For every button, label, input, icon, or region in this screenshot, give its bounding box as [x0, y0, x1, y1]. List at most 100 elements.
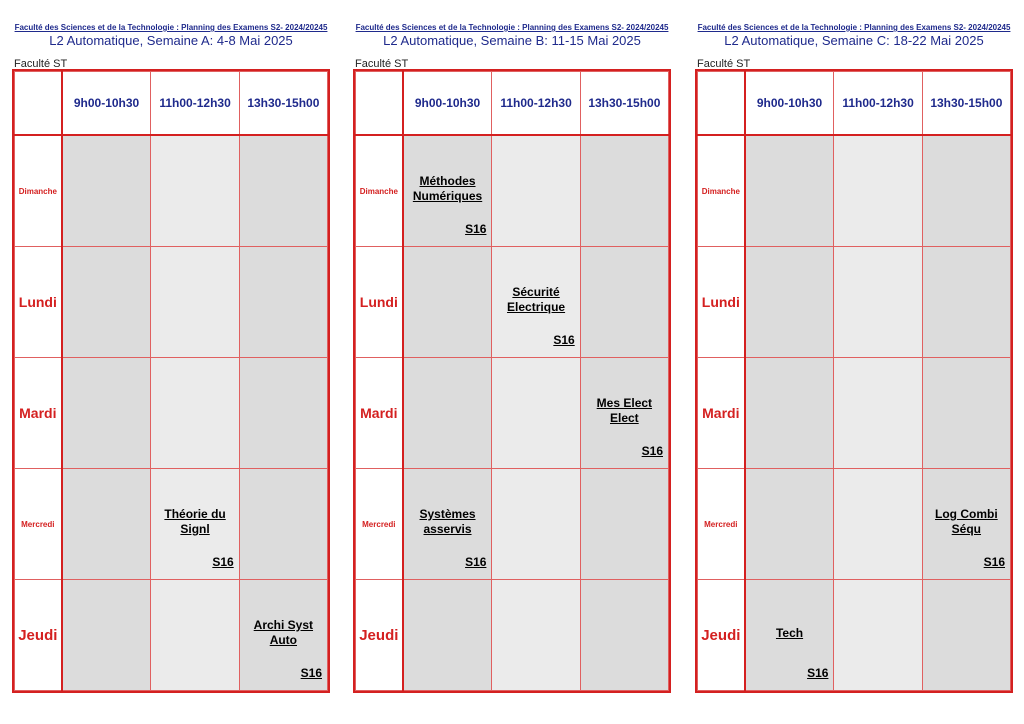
schedule-cell	[491, 134, 581, 247]
day-row: Lundi	[696, 246, 1012, 358]
day-label: Jeudi	[13, 579, 63, 691]
exam-subject: Sécurité Electrique	[507, 285, 566, 314]
faculty-header: Faculté des Sciences et de la Technologi…	[355, 23, 669, 32]
schedule-cell	[61, 579, 152, 691]
schedule-cell	[402, 246, 493, 358]
day-row: Mercredi Théorie du Signl S16	[13, 468, 329, 580]
exam-subject: Archi Syst Auto	[253, 618, 314, 647]
schedule-table: 9h00-10h30 11h00-12h30 13h30-15h00 Dimanche…	[353, 69, 671, 693]
exam-room: S16	[300, 666, 322, 680]
day-row: Lundi Sécurité Electrique S16	[354, 246, 670, 358]
schedule-cell	[61, 468, 152, 580]
faculty-label: Faculté ST	[355, 58, 409, 70]
exam-subject: Théorie du Signl	[164, 507, 226, 536]
exam-subject: Log Combi Séqu	[935, 507, 998, 536]
day-label: Dimanche	[354, 134, 404, 247]
corner-cell	[354, 71, 404, 136]
day-label: Lundi	[354, 246, 404, 358]
day-label: Mardi	[13, 357, 63, 469]
schedule-table: 9h00-10h30 11h00-12h30 13h30-15h00 Dimanche…	[12, 69, 330, 693]
corner-cell	[13, 71, 63, 136]
schedule-cell	[491, 468, 581, 580]
schedule-cell: Sécurité Electrique S16	[491, 246, 581, 358]
schedule-cell	[921, 357, 1012, 469]
schedule-cell	[921, 134, 1012, 247]
schedule-cell	[744, 246, 835, 358]
schedule-cell	[402, 357, 493, 469]
day-label: Mercredi	[354, 468, 404, 580]
week-title: L2 Automatique, Semaine C: 18-22 Mai 202…	[724, 33, 984, 48]
day-label: Dimanche	[13, 134, 63, 247]
day-row: Mardi	[13, 357, 329, 469]
header-row: 9h00-10h30 11h00-12h30 13h30-15h00	[13, 71, 329, 136]
day-label: Dimanche	[696, 134, 746, 247]
exam-room: S16	[465, 555, 487, 569]
schedule-cell	[238, 357, 329, 469]
schedule-table: 9h00-10h30 11h00-12h30 13h30-15h00 Dimanche…	[695, 69, 1013, 693]
exam-subject: Tech	[775, 626, 804, 640]
exam-room: S16	[465, 222, 487, 236]
schedule-cell: Théorie du Signl S16	[150, 468, 240, 580]
time-slot-header: 13h30-15h00	[238, 71, 329, 136]
schedule-cell: Méthodes Numériques S16	[402, 134, 493, 247]
exam-room: S16	[641, 444, 663, 458]
faculty-header: Faculté des Sciences et de la Technologi…	[14, 23, 328, 32]
exam-subject: Méthodes Numériques	[412, 174, 483, 203]
schedule-cell: Log Combi Séqu S16	[921, 468, 1012, 580]
day-row: Dimanche	[13, 134, 329, 247]
day-row: Lundi	[13, 246, 329, 358]
schedule-cell	[579, 134, 670, 247]
exam-room: S16	[807, 666, 829, 680]
day-row: Dimanche Méthodes Numériques S16	[354, 134, 670, 247]
schedule-cell	[150, 134, 240, 247]
day-label: Jeudi	[696, 579, 746, 691]
schedule-cell	[579, 246, 670, 358]
schedule-cell	[833, 357, 923, 469]
schedule-cell: Systèmes asservis S16	[402, 468, 493, 580]
schedule-cell	[238, 468, 329, 580]
exam-subject: Mes Elect Elect	[596, 396, 653, 425]
time-slot-header: 13h30-15h00	[921, 71, 1012, 136]
schedule-cell	[61, 134, 152, 247]
day-row: Jeudi	[354, 579, 670, 691]
corner-cell	[696, 71, 746, 136]
faculty-header: Faculté des Sciences et de la Technologi…	[697, 23, 1011, 32]
day-label: Mardi	[354, 357, 404, 469]
schedule-cell	[921, 246, 1012, 358]
schedule-cell	[61, 246, 152, 358]
schedule-cell	[921, 579, 1012, 691]
day-row: Dimanche	[696, 134, 1012, 247]
exam-subject: Systèmes asservis	[419, 507, 476, 536]
day-row: Jeudi Tech S16	[696, 579, 1012, 691]
time-slot-header: 9h00-10h30	[61, 71, 152, 136]
time-slot-header: 11h00-12h30	[150, 71, 240, 136]
schedule-cell	[150, 579, 240, 691]
day-label: Jeudi	[354, 579, 404, 691]
faculty-label: Faculté ST	[14, 58, 68, 70]
schedule-cell: Mes Elect Elect S16	[579, 357, 670, 469]
week-title: L2 Automatique, Semaine A: 4-8 Mai 2025	[49, 33, 293, 48]
schedule-cell	[833, 246, 923, 358]
schedule-cell	[491, 357, 581, 469]
schedule-cell	[238, 246, 329, 358]
schedule-cell	[238, 134, 329, 247]
exam-room: S16	[553, 333, 575, 347]
schedule-cell	[150, 357, 240, 469]
day-label: Mardi	[696, 357, 746, 469]
schedule-cell: Archi Syst Auto S16	[238, 579, 329, 691]
schedule-cell	[491, 579, 581, 691]
schedule-cell	[833, 468, 923, 580]
day-label: Mercredi	[13, 468, 63, 580]
day-label: Lundi	[13, 246, 63, 358]
day-label: Mercredi	[696, 468, 746, 580]
schedule-cell	[61, 357, 152, 469]
schedule-cell	[744, 357, 835, 469]
day-row: Jeudi Archi Syst Auto S16	[13, 579, 329, 691]
time-slot-header: 9h00-10h30	[744, 71, 835, 136]
header-row: 9h00-10h30 11h00-12h30 13h30-15h00	[354, 71, 670, 136]
faculty-label: Faculté ST	[697, 58, 751, 70]
day-row: Mercredi Systèmes asservis S16	[354, 468, 670, 580]
time-slot-header: 13h30-15h00	[579, 71, 670, 136]
schedule-cell	[833, 134, 923, 247]
time-slot-header: 11h00-12h30	[491, 71, 581, 136]
